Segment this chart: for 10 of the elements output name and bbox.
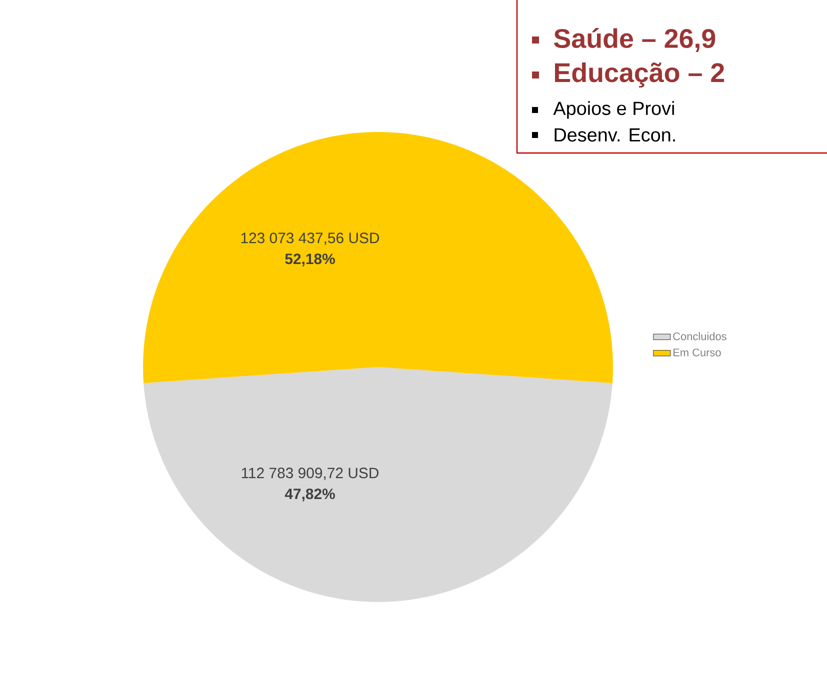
- data-label: 123 073 437,56 USD: [241, 232, 380, 245]
- text: Saúde – 26,9: [554, 28, 716, 52]
- text: Educação – 2: [555, 62, 724, 88]
- data-label: 112 783 909,72 USD: [242, 468, 378, 480]
- text: Apoios e Provi: [553, 101, 674, 119]
- text: 47,82%: [284, 488, 335, 502]
- legend-label: Em Curso: [674, 348, 721, 356]
- text: Desenv. Econ.: [554, 128, 675, 142]
- legend-label: Concluidos: [673, 332, 726, 340]
- text: 52,18%: [285, 254, 335, 266]
